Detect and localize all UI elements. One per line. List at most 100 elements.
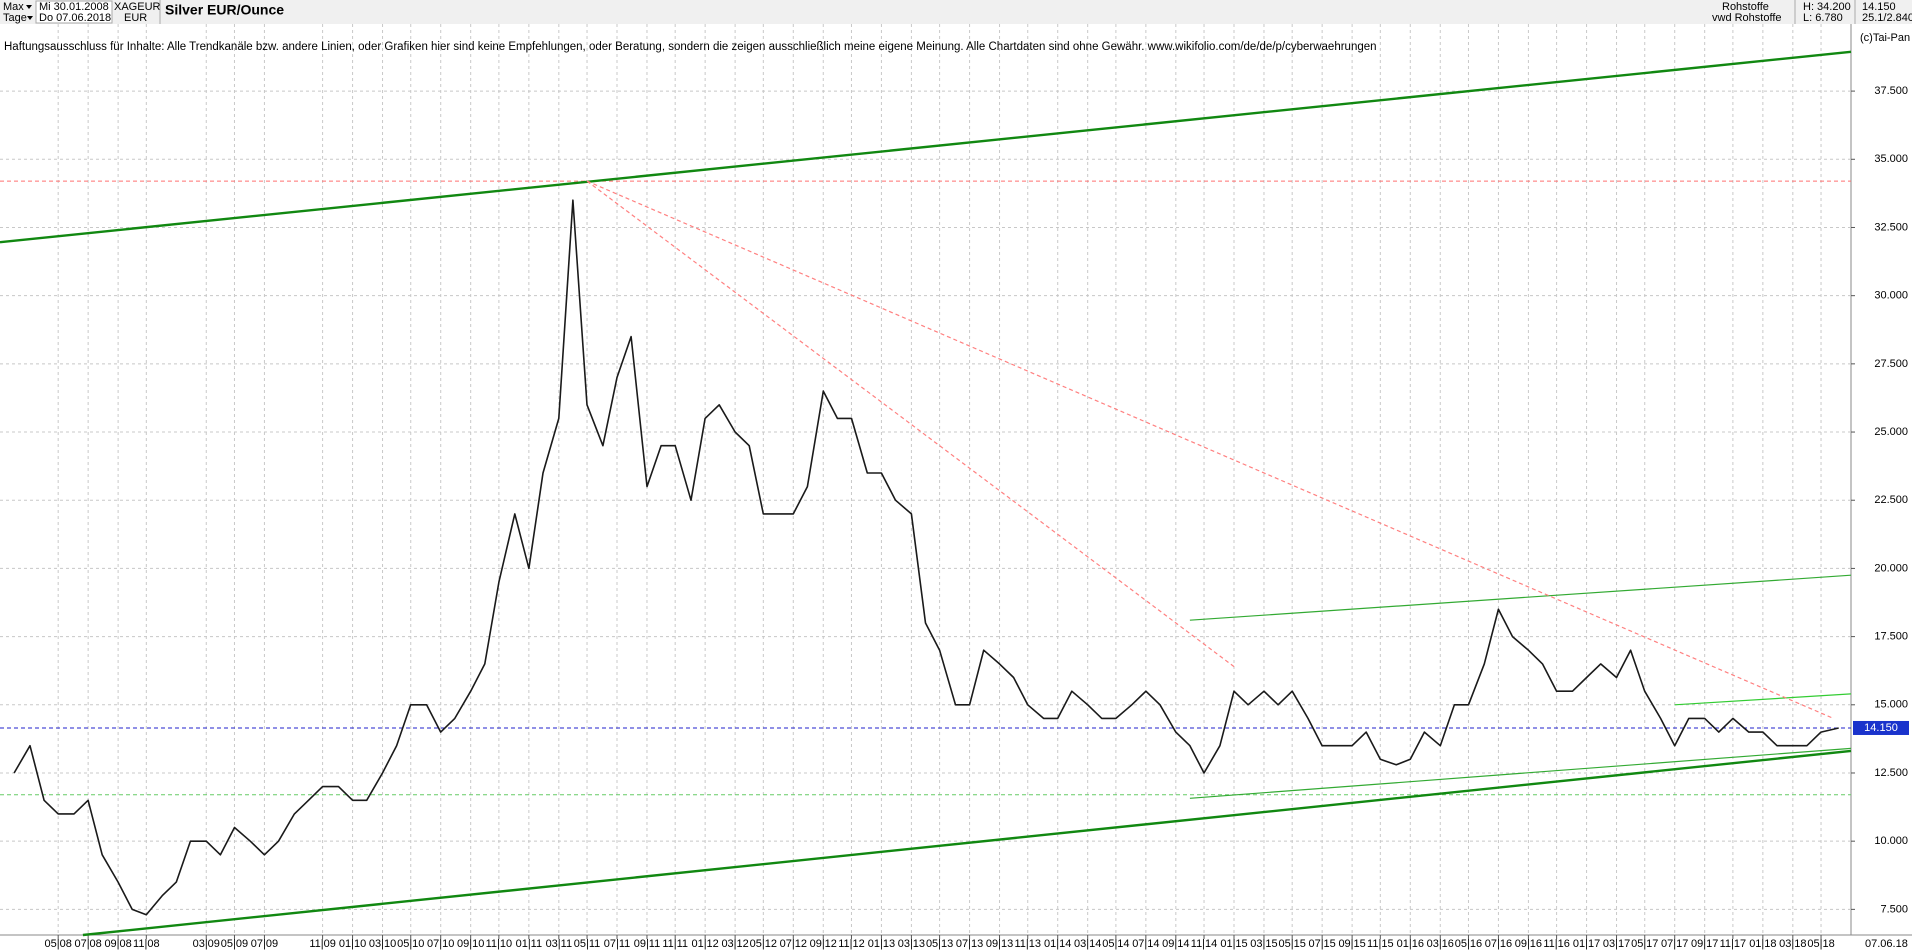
x-tick-label: 11|17 [1720, 938, 1747, 950]
y-tick-label: 7.500 [1880, 903, 1908, 915]
x-tick-label: 09|15 [1338, 938, 1365, 950]
x-tick-label: 09|10 [457, 938, 484, 950]
x-tick-label: 11|08 [133, 938, 160, 950]
y-tick-label: 22.500 [1874, 494, 1908, 506]
period-select[interactable]: Max [3, 1, 24, 13]
x-tick-label: 03|12 [721, 938, 748, 950]
x-tick-label: 03|15 [1250, 938, 1277, 950]
price-line [13, 199, 1839, 916]
overlays [0, 50, 1852, 937]
x-tick-label: 11|12 [838, 938, 865, 950]
x-tick-label: 03|10 [369, 938, 396, 950]
labels: 7.500 10.000 12.500 15.000 17.500 20.000 22.50… [45, 85, 1909, 950]
x-tick-label: 05|12 [750, 938, 777, 950]
x-tick-label: 09|16 [1515, 938, 1542, 950]
x-tick-label: 11|10 [486, 938, 513, 950]
last-price: 14.150 [1862, 1, 1896, 13]
x-tick-label: 01|15 [1220, 938, 1247, 950]
category: Rohstoffe [1722, 1, 1769, 13]
chart-title: Silver EUR/Ounce [165, 2, 284, 18]
disclaimer: Haftungsausschluss für Inhalte: Alle Tre… [4, 41, 1377, 53]
x-tick-label: 11|14 [1191, 938, 1218, 950]
header-bar [0, 0, 1912, 24]
x-tick-label: 09|13 [986, 938, 1013, 950]
x-tick-label: 01|13 [868, 938, 895, 950]
trend-line [586, 180, 1834, 719]
y-tick-label: 10.000 [1874, 835, 1908, 847]
unit-select[interactable]: Tage [3, 12, 27, 24]
symbol: XAGEUR [114, 1, 161, 13]
x-tick-label: 07|15 [1308, 938, 1335, 950]
x-tick-label: 01|17 [1573, 938, 1600, 950]
x-tick-label: 05|15 [1279, 938, 1306, 950]
y-tick-label: 35.000 [1874, 153, 1908, 165]
x-tick-label: 09|08 [104, 938, 131, 950]
x-tick-label: 05|18 [1807, 938, 1834, 950]
date-box [35, 0, 113, 24]
x-tick-label: 09|17 [1691, 938, 1718, 950]
y-tick-label: 30.000 [1874, 290, 1908, 302]
x-tick-label: 01|16 [1397, 938, 1424, 950]
end-date: Do 07.06.2018 [39, 12, 111, 24]
end-date-label: 07.06.18 [1865, 938, 1908, 950]
x-tick-label: 03|11 [546, 938, 573, 950]
x-tick-label: 05|08 [45, 938, 72, 950]
dropdown-arrow [26, 5, 32, 9]
x-tick-label: 07|09 [251, 938, 278, 950]
x-tick-label: 11|09 [309, 938, 336, 950]
grid [0, 24, 1855, 939]
x-tick-label: 01|14 [1044, 938, 1071, 950]
x-tick-label: 01|18 [1749, 938, 1776, 950]
x-tick-label: 05|09 [221, 938, 248, 950]
x-tick-label: 07|10 [427, 938, 454, 950]
x-tick-label: 11|11 [662, 938, 688, 950]
x-tick-label: 07|12 [780, 938, 807, 950]
x-tick-label: 03|09 [193, 938, 220, 950]
x-tick-label: 01|11 [516, 938, 543, 950]
y-tick-label: 37.500 [1874, 85, 1908, 97]
y-tick-label: 27.500 [1874, 358, 1908, 370]
price-marker-label: 14.150 [1864, 722, 1898, 734]
x-tick-label: 07|13 [956, 938, 983, 950]
x-tick-label: 03|17 [1603, 938, 1630, 950]
x-tick-label: 05|16 [1455, 938, 1482, 950]
y-tick-label: 12.500 [1874, 767, 1908, 779]
x-tick-label: 09|12 [810, 938, 837, 950]
x-tick-label: 03|18 [1779, 938, 1806, 950]
currency: EUR [124, 12, 147, 24]
x-tick-label: 05|14 [1102, 938, 1129, 950]
trend-line [1674, 693, 1852, 706]
scale-info: 25.1/2.840 [1862, 12, 1912, 24]
trend-line [1189, 574, 1852, 621]
trend-line [0, 50, 1852, 244]
x-tick-label: 07|08 [74, 938, 101, 950]
x-tick-label: 09|14 [1162, 938, 1189, 950]
dropdown-arrow [27, 16, 33, 20]
x-tick-label: 05|13 [926, 938, 953, 950]
trend-line [82, 749, 1852, 937]
plot [13, 199, 1839, 916]
x-tick-label: 03|14 [1074, 938, 1101, 950]
x-tick-label: 05|11 [574, 938, 601, 950]
y-tick-label: 20.000 [1874, 562, 1908, 574]
x-tick-label: 05|10 [397, 938, 424, 950]
high: H: 34.200 [1803, 1, 1851, 13]
low: L: 6.780 [1803, 12, 1843, 24]
copyright: (c)Tai-Pan [1860, 32, 1910, 44]
x-tick-label: 11|13 [1014, 938, 1041, 950]
x-tick-label: 01|12 [691, 938, 718, 950]
y-tick-label: 17.500 [1874, 631, 1908, 643]
price-marker [1853, 720, 1909, 735]
x-tick-label: 07|11 [604, 938, 631, 950]
source: vwd Rohstoffe [1712, 12, 1782, 24]
x-tick-label: 11|16 [1543, 938, 1570, 950]
trend-line [1189, 747, 1852, 799]
header: Max Tage Mi 30.01.2008 Do 07.06.2018 XAG… [0, 0, 1912, 24]
y-tick-label: 15.000 [1874, 699, 1908, 711]
y-tick-label: 25.000 [1874, 426, 1908, 438]
x-tick-label: 03|16 [1427, 938, 1454, 950]
x-tick-label: 09|11 [634, 938, 661, 950]
